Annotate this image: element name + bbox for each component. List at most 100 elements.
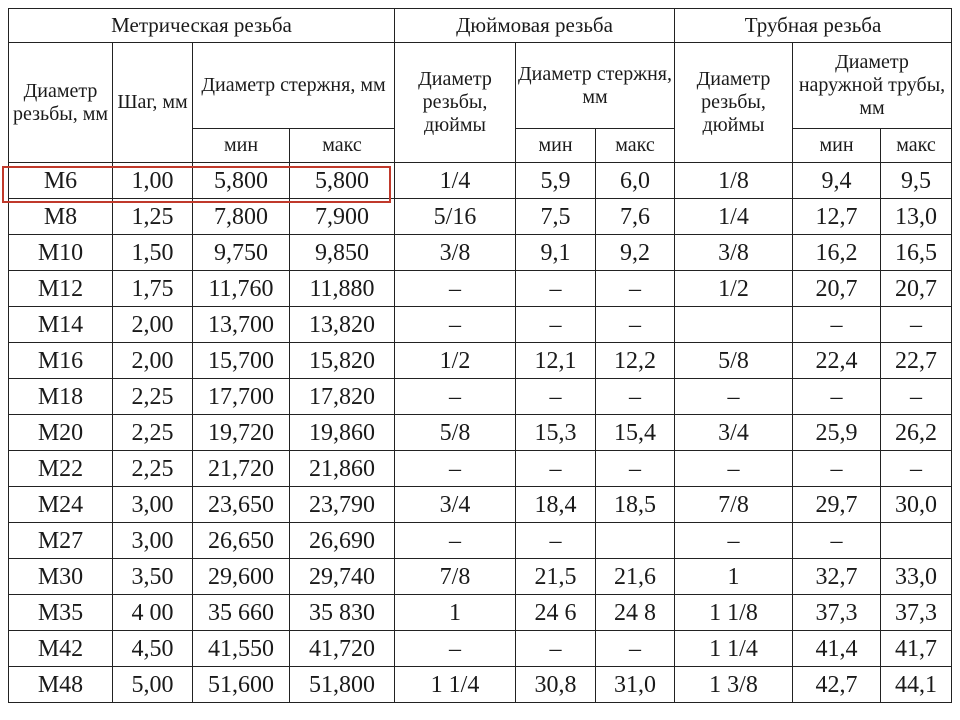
- metric-rod-min-cell: 13,700: [192, 306, 290, 343]
- pipe-outer-max-cell: 41,7: [880, 630, 952, 667]
- table-row: М30 3,50 29,600 29,740 7/8 21,5 21,6 1 32,7 33,0: [8, 558, 952, 595]
- inch-rod-min-cell: –: [515, 378, 596, 415]
- inch-diameter-cell: 1 1/4: [394, 666, 516, 703]
- pipe-outer-max-cell: 9,5: [880, 162, 952, 199]
- pitch-cell: 2,25: [112, 414, 193, 451]
- inch-thread-group-header: Дюймовая резьба: [394, 8, 675, 43]
- inch-diameter-cell: –: [394, 630, 516, 667]
- pipe-outer-max-cell: –: [880, 378, 952, 415]
- pipe-outer-max-cell: 44,1: [880, 666, 952, 703]
- metric-min-header: мин: [192, 128, 290, 163]
- pipe-diameter-cell: 1: [674, 558, 793, 595]
- pipe-outer-max-cell: 30,0: [880, 486, 952, 523]
- inch-rod-max-cell: 31,0: [595, 666, 675, 703]
- inch-diameter-cell: –: [394, 378, 516, 415]
- pitch-cell: 1,00: [112, 162, 193, 199]
- inch-rod-min-cell: –: [515, 522, 596, 559]
- pitch-cell: 2,25: [112, 378, 193, 415]
- pitch-cell: 2,25: [112, 450, 193, 487]
- inch-rod-max-cell: –: [595, 306, 675, 343]
- pitch-cell: 1,25: [112, 198, 193, 235]
- metric-rod-min-cell: 23,650: [192, 486, 290, 523]
- pipe-thread-diameter-in-header: Диаметр резьбы, дюймы: [674, 42, 793, 163]
- metric-diameter-cell: М42: [8, 630, 113, 667]
- pipe-diameter-cell: 1/4: [674, 198, 793, 235]
- metric-rod-min-cell: 7,800: [192, 198, 290, 235]
- pipe-outer-max-cell: 33,0: [880, 558, 952, 595]
- inch-rod-max-cell: 6,0: [595, 162, 675, 199]
- metric-rod-min-cell: 15,700: [192, 342, 290, 379]
- inch-rod-min-cell: 18,4: [515, 486, 596, 523]
- table-row: М27 3,00 26,650 26,690– – – –: [8, 522, 952, 559]
- inch-rod-min-cell: 7,5: [515, 198, 596, 235]
- inch-rod-max-cell: –: [595, 270, 675, 307]
- metric-diameter-cell: М35: [8, 594, 113, 631]
- pipe-diameter-cell: 5/8: [674, 342, 793, 379]
- inch-rod-max-cell: [595, 522, 675, 559]
- metric-rod-min-cell: 29,600: [192, 558, 290, 595]
- pipe-outer-max-cell: –: [880, 450, 952, 487]
- metric-rod-min-cell: 11,760: [192, 270, 290, 307]
- pitch-cell: 1,50: [112, 234, 193, 271]
- inch-diameter-cell: 1/2: [394, 342, 516, 379]
- pipe-outer-min-cell: –: [792, 450, 881, 487]
- metric-diameter-cell: М16: [8, 342, 113, 379]
- metric-rod-max-cell: 5,800: [289, 162, 395, 199]
- metric-rod-max-cell: 21,860: [289, 450, 395, 487]
- table-row: М8 1,25 7,800 7,900 5/16 7,5 7,6 1/4 12,7 13,0: [8, 198, 952, 235]
- metric-rod-max-cell: 17,820: [289, 378, 395, 415]
- inch-rod-max-cell: 9,2: [595, 234, 675, 271]
- pipe-outer-min-cell: –: [792, 522, 881, 559]
- metric-thread-group-header: Метрическая резьба: [8, 8, 395, 43]
- table-row: М6 1,00 5,800 5,800 1/4 5,9 6,0 1/8 9,4 9,5: [8, 162, 952, 199]
- pipe-outer-min-cell: –: [792, 306, 881, 343]
- pipe-outer-min-cell: 42,7: [792, 666, 881, 703]
- table-row: М42 4,50 41,550 41,720– – –1 1/4 41,4 41,7: [8, 630, 952, 667]
- table-header: Метрическая резьба Дюймовая резьба Трубн…: [8, 8, 952, 163]
- pipe-outer-min-cell: 16,2: [792, 234, 881, 271]
- pipe-outer-diameter-mm-header: Диаметр наружной трубы, мм: [792, 42, 952, 129]
- inch-rod-max-cell: –: [595, 450, 675, 487]
- pipe-outer-min-cell: 25,9: [792, 414, 881, 451]
- inch-rod-min-cell: 12,1: [515, 342, 596, 379]
- pitch-mm-header: Шаг, мм: [112, 42, 193, 163]
- inch-diameter-cell: 5/8: [394, 414, 516, 451]
- pipe-diameter-cell: 1/8: [674, 162, 793, 199]
- metric-rod-max-cell: 11,880: [289, 270, 395, 307]
- inch-diameter-cell: –: [394, 270, 516, 307]
- pipe-max-header: макс: [880, 128, 952, 163]
- inch-diameter-cell: 1: [394, 594, 516, 631]
- pitch-cell: 3,50: [112, 558, 193, 595]
- inch-diameter-cell: –: [394, 306, 516, 343]
- metric-rod-max-cell: 9,850: [289, 234, 395, 271]
- pipe-thread-group-header: Трубная резьба: [674, 8, 952, 43]
- table-row: М16 2,00 15,700 15,820 1/2 12,1 12,2 5/8 22,4 22,…: [8, 342, 952, 379]
- pitch-cell: 2,00: [112, 306, 193, 343]
- metric-rod-max-cell: 29,740: [289, 558, 395, 595]
- metric-diameter-cell: М20: [8, 414, 113, 451]
- pitch-cell: 3,00: [112, 486, 193, 523]
- thread-dimensions-table: Метрическая резьба Дюймовая резьба Трубн…: [8, 8, 952, 703]
- metric-rod-max-cell: 15,820: [289, 342, 395, 379]
- metric-rod-min-cell: 41,550: [192, 630, 290, 667]
- metric-diameter-cell: М12: [8, 270, 113, 307]
- inch-rod-max-cell: –: [595, 630, 675, 667]
- metric-rod-max-cell: 7,900: [289, 198, 395, 235]
- metric-rod-max-cell: 41,720: [289, 630, 395, 667]
- metric-diameter-cell: М8: [8, 198, 113, 235]
- pipe-diameter-cell: 7/8: [674, 486, 793, 523]
- inch-rod-max-cell: 12,2: [595, 342, 675, 379]
- pitch-cell: 1,75: [112, 270, 193, 307]
- metric-diameter-cell: М10: [8, 234, 113, 271]
- inch-diameter-cell: –: [394, 522, 516, 559]
- table-row: М24 3,00 23,650 23,790 3/4 18,4 18,5 7/8 29,7 30,…: [8, 486, 952, 523]
- pipe-outer-max-cell: 37,3: [880, 594, 952, 631]
- table-row: М10 1,50 9,750 9,850 3/8 9,1 9,2 3/8 16,2 16,5: [8, 234, 952, 271]
- inch-rod-min-cell: –: [515, 630, 596, 667]
- pitch-cell: 4 00: [112, 594, 193, 631]
- pipe-outer-min-cell: 12,7: [792, 198, 881, 235]
- pipe-outer-max-cell: 26,2: [880, 414, 952, 451]
- metric-rod-min-cell: 9,750: [192, 234, 290, 271]
- metric-diameter-cell: М30: [8, 558, 113, 595]
- metric-max-header: макс: [289, 128, 395, 163]
